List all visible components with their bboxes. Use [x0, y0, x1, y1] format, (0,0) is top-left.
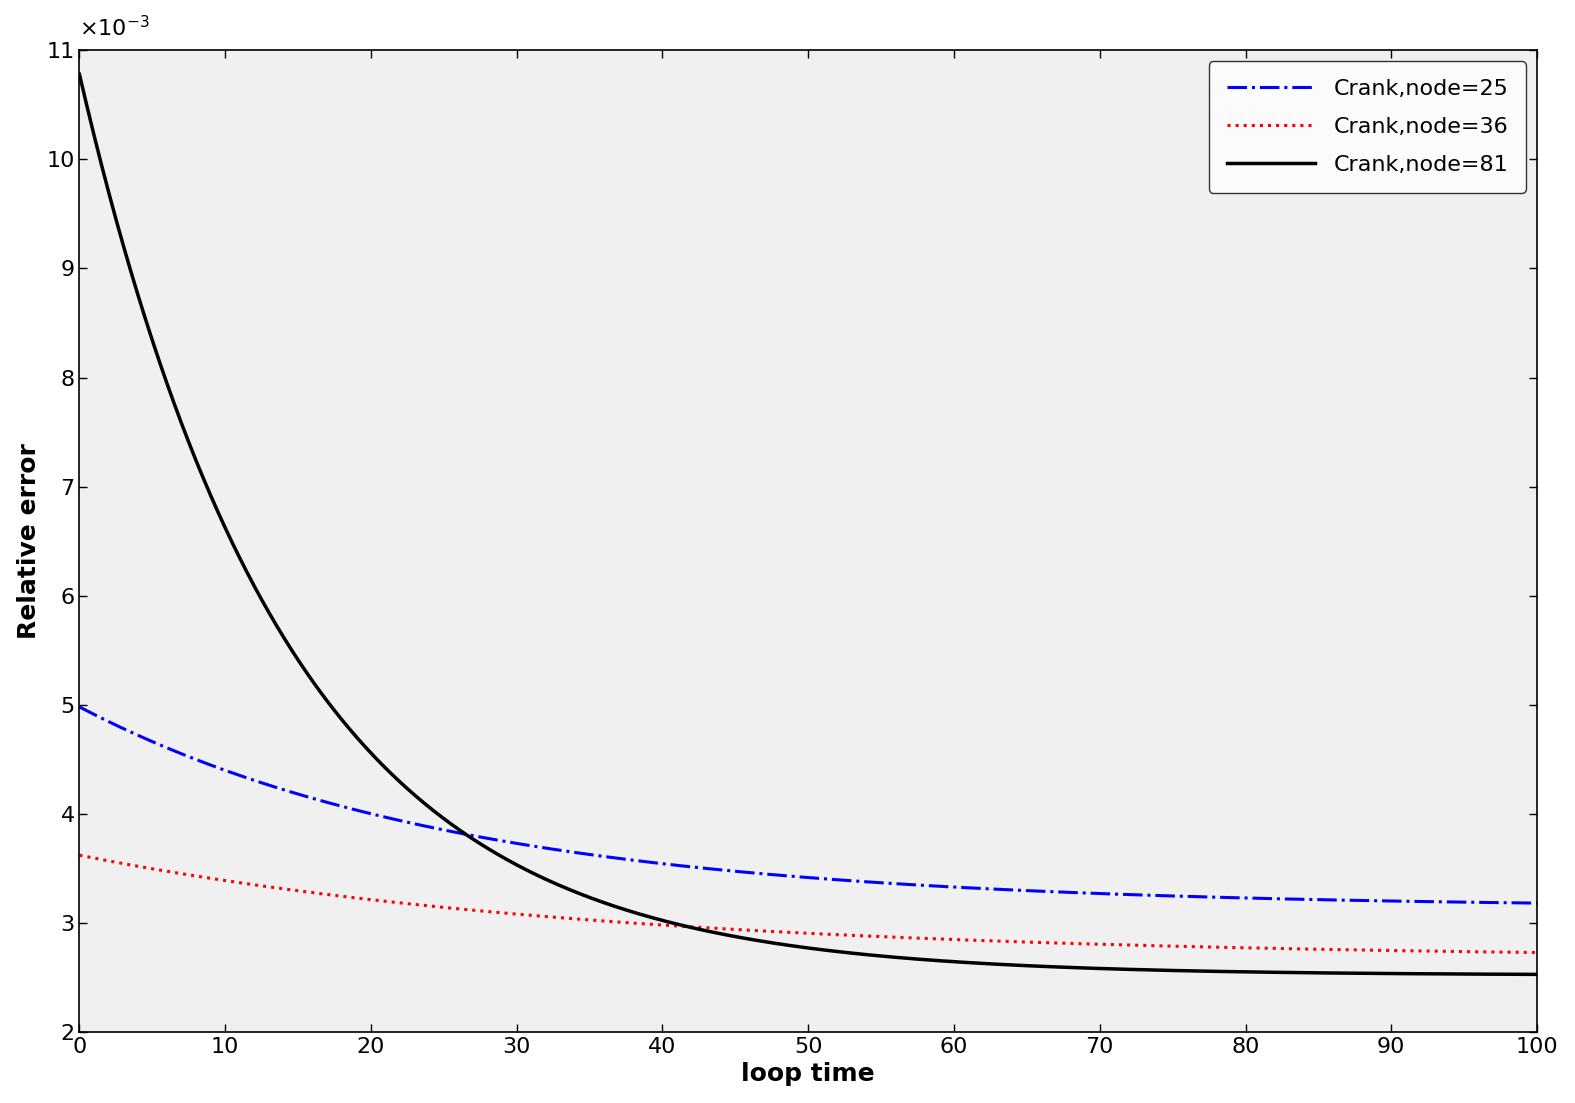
Y-axis label: Relative error: Relative error [17, 443, 41, 639]
X-axis label: loop time: loop time [742, 1062, 876, 1086]
Text: $\times 10^{-3}$: $\times 10^{-3}$ [79, 15, 150, 41]
Legend: Crank,node=25, Crank,node=36, Crank,node=81: Crank,node=25, Crank,node=36, Crank,node… [1210, 62, 1526, 193]
